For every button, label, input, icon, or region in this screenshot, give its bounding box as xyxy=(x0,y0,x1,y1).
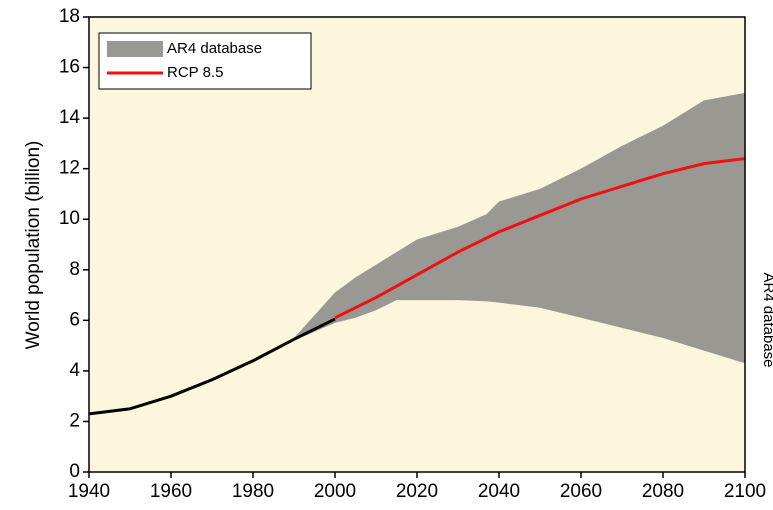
x-tick-label: 1940 xyxy=(68,481,110,502)
x-tick-label: 2080 xyxy=(642,481,684,502)
legend: AR4 database RCP 8.5 xyxy=(98,32,312,90)
x-tick-label: 2100 xyxy=(724,481,766,502)
y-tick-label: 14 xyxy=(59,107,81,128)
y-tick-label: 10 xyxy=(59,208,80,229)
y-tick-label: 8 xyxy=(69,259,80,280)
x-tick-label: 2060 xyxy=(560,481,602,502)
y-tick-label: 16 xyxy=(59,57,80,78)
x-tick-label: 2020 xyxy=(396,481,438,502)
legend-label: AR4 database xyxy=(167,40,262,57)
series-line xyxy=(334,157,746,320)
y-tick-label: 4 xyxy=(69,360,80,381)
y-axis-label: World population (billion) xyxy=(23,141,44,350)
x-tick-label: 1980 xyxy=(232,481,274,502)
y-tick-label: 12 xyxy=(59,158,80,179)
y-tick-label: 6 xyxy=(69,309,80,330)
legend-swatch xyxy=(107,41,163,57)
x-tick-label: 1960 xyxy=(150,481,192,502)
y-tick-label: 2 xyxy=(69,410,80,431)
y-tick-label: 0 xyxy=(69,461,80,482)
x-tick-label: 2000 xyxy=(314,481,356,502)
series-line xyxy=(88,317,336,416)
x-tick-label: 2040 xyxy=(478,481,520,502)
legend-label: RCP 8.5 xyxy=(167,64,223,81)
side-annotation: AR4 database xyxy=(760,272,773,367)
range-band xyxy=(294,92,745,364)
y-tick-label: 18 xyxy=(59,6,80,27)
